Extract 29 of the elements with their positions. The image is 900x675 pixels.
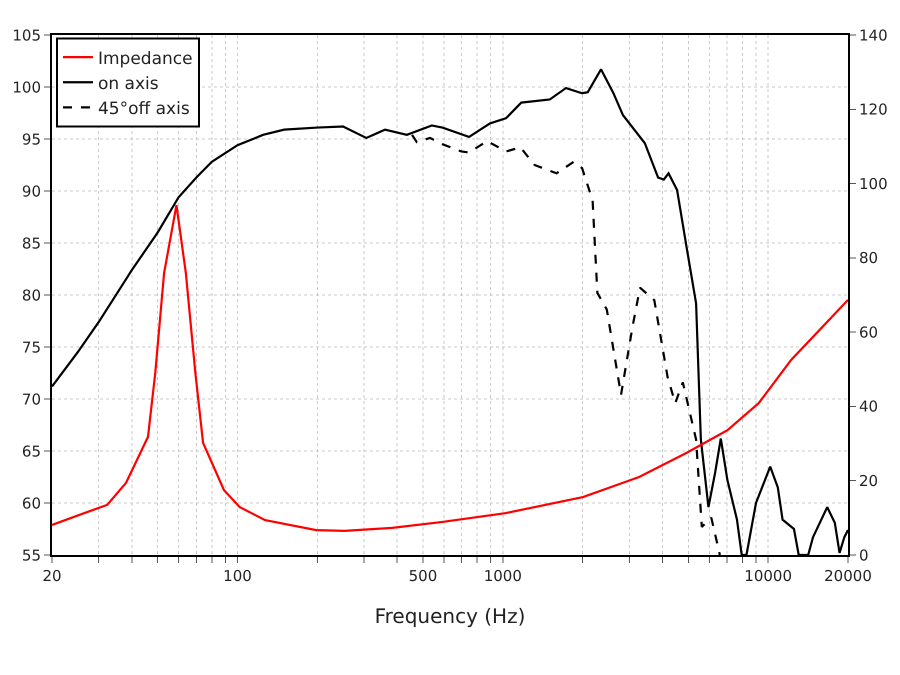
x-tick-label: 20 (42, 567, 62, 585)
y2-tick-label: 0 (859, 546, 869, 564)
y2-tick-label: 80 (859, 249, 878, 268)
legend-label: Impedance (98, 48, 193, 69)
x-tick-label: 20000 (824, 567, 872, 585)
y-tick-label: 90 (22, 182, 41, 200)
legend-label: on axis (98, 74, 159, 94)
y-tick-label: 80 (22, 286, 41, 304)
y-tick-label: 95 (22, 130, 41, 148)
x-tick-label: 10000 (744, 567, 792, 585)
y-tick-label: 100 (12, 78, 41, 96)
y-tick-label: 75 (22, 338, 41, 356)
y2-tick-label: 60 (859, 323, 878, 342)
y-tick-label: 60 (22, 494, 41, 512)
x-tick-label: 100 (223, 567, 252, 585)
x-tick-label: 1000 (484, 567, 522, 585)
y2-tick-label: 120 (859, 100, 888, 119)
legend-label: 45°off axis (98, 98, 190, 119)
y2-tick-label: 20 (859, 472, 878, 490)
y2-tick-label: 100 (859, 174, 888, 193)
y-tick-label: 85 (22, 234, 41, 252)
y2-tick-label: 140 (859, 26, 888, 44)
y-tick-label: 65 (22, 442, 41, 460)
x-tick-label: 500 (408, 567, 438, 585)
y2-tick-label: 40 (859, 398, 878, 416)
y-tick-label: 105 (12, 26, 41, 44)
y-tick-label: 70 (22, 390, 41, 408)
x-axis-title: Frequency (Hz) (374, 604, 526, 628)
y-tick-label: 55 (22, 546, 41, 564)
